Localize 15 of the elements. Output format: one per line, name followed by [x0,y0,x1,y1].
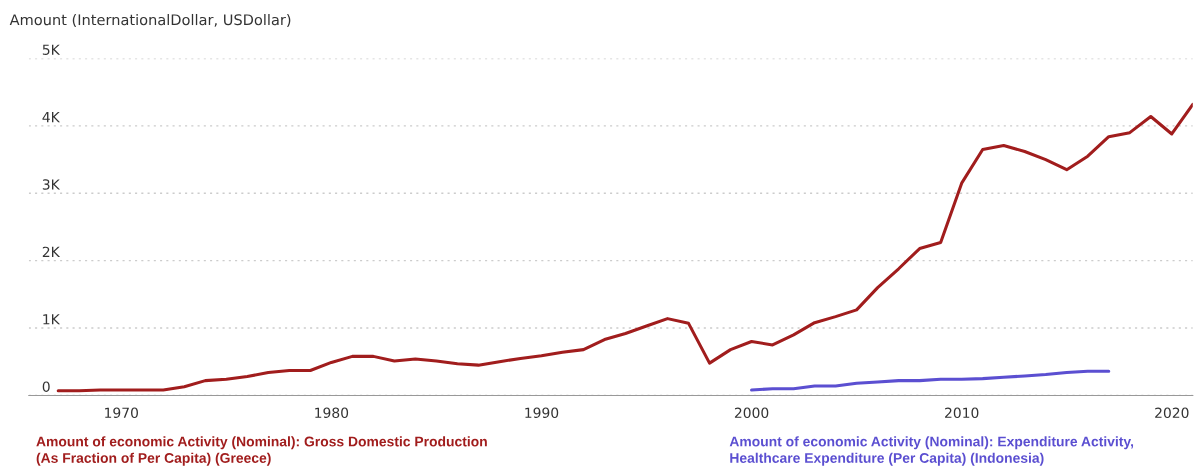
y-tick-label: 0 [42,381,50,392]
text: Amount of economic Activity (Nominal): Gross Domestic Production (As Fraction of Per Capita) (Greece) [36,436,487,466]
y-tick-label: 3K [42,179,61,190]
x-tick-label: 2010 [945,407,979,419]
text: Amount of economic Activity (Nominal): Expenditure Activity, Healthcare Expenditure (Per Capita) (Indonesia) [729,436,1134,466]
x-tick-label: 1990 [525,407,559,419]
x-tick-label: 2020 [1155,407,1189,419]
x-tick-label: 1980 [315,407,349,419]
x-tick-label: 2000 [734,407,769,419]
x-tick-label: 1970 [105,407,138,419]
y-tick-label: 4K [42,112,61,123]
y-tick-label: 1K [43,314,61,325]
y-axis-title: Amount (InternationalDollar, USDollar) [9,13,291,27]
y-tick-label: 2K [42,246,61,257]
y-tick-label: 5K [42,44,61,55]
